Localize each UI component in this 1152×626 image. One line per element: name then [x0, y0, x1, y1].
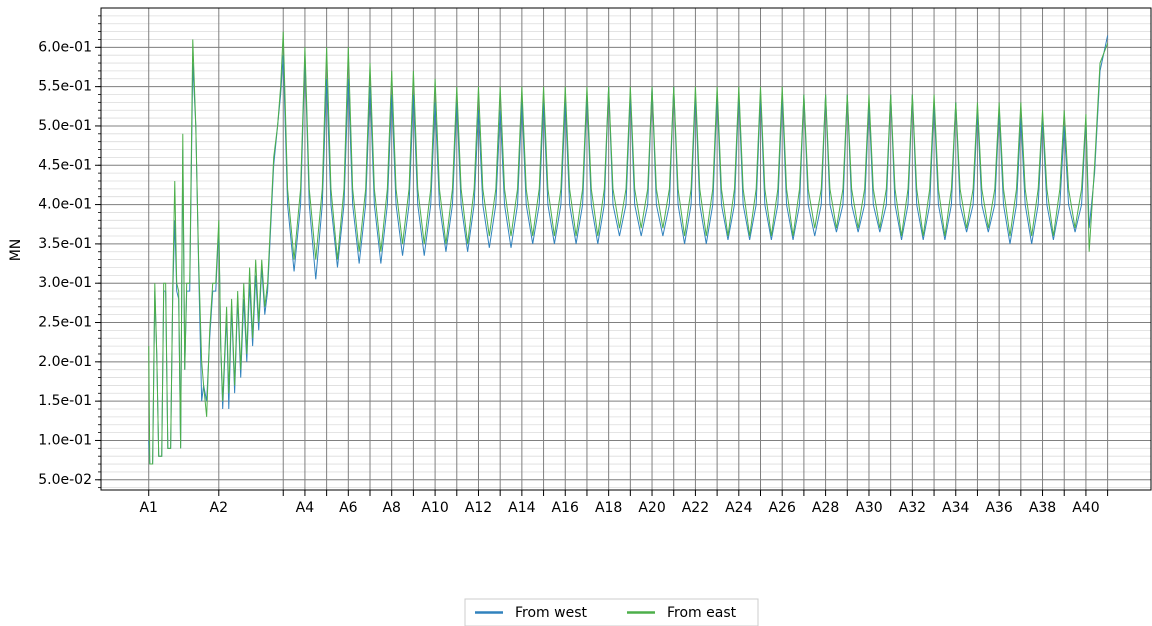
x-tick-label: A8 — [382, 500, 400, 516]
y-tick-label: 1.0e-01 — [38, 432, 92, 448]
series-line — [148, 31, 1109, 465]
x-tick-label: A12 — [465, 500, 492, 516]
x-tick-label: A30 — [855, 500, 882, 516]
x-tick-label: A1 — [139, 500, 157, 516]
x-tick-label: A14 — [508, 500, 535, 516]
legend-box — [464, 598, 759, 626]
plot-frame — [100, 7, 1152, 491]
y-tick-label: 6.0e-01 — [38, 39, 92, 55]
y-axis-label: MN — [8, 239, 24, 262]
legend: From west From east — [464, 598, 759, 626]
y-tick-label: 5.0e-01 — [38, 118, 92, 134]
x-tick-label: A2 — [210, 500, 228, 516]
x-tick-label: A10 — [421, 500, 448, 516]
y-tick-label: 5.5e-01 — [38, 79, 92, 95]
x-tick-label: A28 — [812, 500, 839, 516]
x-tick-label: A24 — [725, 500, 752, 516]
y-tick-label: 3.0e-01 — [38, 275, 92, 291]
x-tick-label: A34 — [942, 500, 969, 516]
x-tick-label: A26 — [768, 500, 795, 516]
y-tick-label: 3.5e-01 — [38, 236, 92, 252]
y-tick-label: 4.5e-01 — [38, 157, 92, 173]
y-tick-label: 4.0e-01 — [38, 197, 92, 213]
x-tick-label: A16 — [552, 500, 579, 516]
y-tick-label: 2.0e-01 — [38, 354, 92, 370]
grid — [101, 8, 1151, 490]
legend-label: From west — [515, 605, 587, 621]
x-tick-label: A40 — [1072, 500, 1099, 516]
x-tick-label: A18 — [595, 500, 622, 516]
x-tick-label: A22 — [682, 500, 709, 516]
y-tick-label: 1.5e-01 — [38, 393, 92, 409]
series-line — [148, 35, 1109, 465]
legend-label: From east — [667, 605, 737, 621]
x-tick-label: A38 — [1029, 500, 1056, 516]
x-tick-label: A32 — [899, 500, 926, 516]
x-tick-label: A20 — [638, 500, 665, 516]
y-tick-label: 5.0e-02 — [38, 472, 92, 488]
x-tick-label: A36 — [985, 500, 1012, 516]
x-tick-label: A4 — [296, 500, 315, 516]
x-tick-label: A6 — [339, 500, 358, 516]
y-tick-label: 2.5e-01 — [38, 315, 92, 331]
